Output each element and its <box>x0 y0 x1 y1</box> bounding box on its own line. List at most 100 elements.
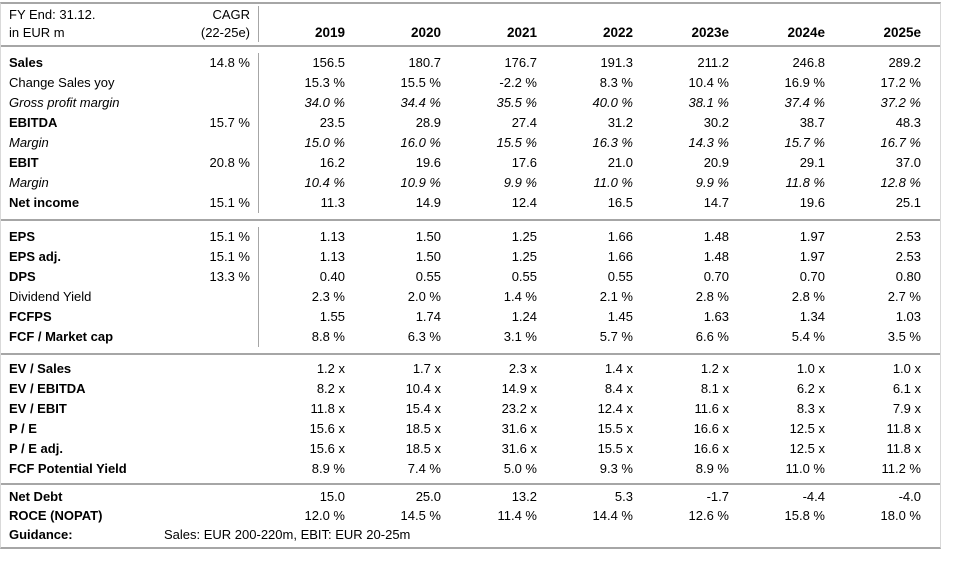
value-cell: 11.8 x <box>886 441 921 456</box>
value-cell: 156.5 <box>312 55 345 70</box>
value-cell: 12.5 x <box>789 421 825 436</box>
table-section-3: EV / Sales 1.2 x 1.7 x 2.3 x 1.4 x 1.2 x 1.0 x… <box>1 353 940 483</box>
cagr-value: 15.7 % <box>151 113 259 133</box>
value-cell: 16.6 x <box>693 441 729 456</box>
cagr-value <box>151 459 259 479</box>
value-cell: 8.2 x <box>316 381 345 396</box>
value-cell: 246.8 <box>792 55 825 70</box>
year-header: 2025e <box>883 25 921 40</box>
value-cell: 1.2 x <box>700 361 729 376</box>
value-cell: 29.1 <box>799 155 825 170</box>
value-cell: 6.2 x <box>796 381 825 396</box>
value-cell: 1.13 <box>319 229 345 244</box>
table-section-1: Sales 14.8 % 156.5 180.7 176.7 191.3 211.2 246.… <box>1 47 940 219</box>
value-cell: 1.24 <box>511 309 537 324</box>
cagr-value <box>151 379 259 399</box>
value-cell: 10.9 % <box>400 175 441 190</box>
value-cell: 1.66 <box>607 249 633 264</box>
value-cell: 1.74 <box>415 309 441 324</box>
year-header: 2020 <box>410 25 441 40</box>
value-cell: 2.8 % <box>695 289 729 304</box>
value-cell: 28.9 <box>415 115 441 130</box>
value-cell: 9.3 % <box>599 461 633 476</box>
value-cell: 3.1 % <box>503 329 537 344</box>
value-cell: 1.50 <box>415 229 441 244</box>
value-cell: 6.1 x <box>892 381 921 396</box>
cagr-value: 15.1 % <box>151 193 259 213</box>
value-cell: 8.9 % <box>311 461 345 476</box>
cagr-value <box>151 419 259 439</box>
value-cell: 1.7 x <box>412 361 441 376</box>
value-cell: 0.70 <box>799 269 825 284</box>
header-title: FY End: 31.12. in EUR m <box>1 6 151 42</box>
row-label: EBITDA <box>9 115 58 130</box>
value-cell: 31.6 x <box>501 421 537 436</box>
value-cell: 0.70 <box>703 269 729 284</box>
row-label: EV / EBITDA <box>9 381 86 396</box>
value-cell: 211.2 <box>697 55 729 70</box>
value-cell: 191.3 <box>600 55 633 70</box>
cagr-value: 20.8 % <box>151 153 259 173</box>
value-cell: 2.53 <box>895 249 921 264</box>
value-cell: 1.13 <box>319 249 345 264</box>
value-cell: 1.0 x <box>796 361 825 376</box>
cagr-value <box>151 506 259 525</box>
value-cell: 8.1 x <box>700 381 729 396</box>
year-header: 2023e <box>691 25 729 40</box>
cagr-value: 13.3 % <box>151 267 259 287</box>
cagr-value <box>151 287 259 307</box>
value-cell: 19.6 <box>799 195 825 210</box>
table-row: Margin 10.4 % 10.9 % 9.9 % 11.0 % 9.9 % 11.8 %… <box>1 173 940 193</box>
value-cell: 12.4 x <box>597 401 633 416</box>
value-cell: 1.66 <box>607 229 633 244</box>
value-cell: 14.9 <box>415 195 441 210</box>
value-cell: 12.4 <box>511 195 537 210</box>
cagr-value <box>151 307 259 327</box>
value-cell: 12.5 x <box>789 441 825 456</box>
value-cell: 11.2 % <box>881 461 921 476</box>
value-cell: 0.55 <box>415 269 441 284</box>
row-label: FCFPS <box>9 309 52 324</box>
value-cell: 12.6 % <box>688 508 729 523</box>
value-cell: 1.25 <box>511 249 537 264</box>
table-row: FCF Potential Yield 8.9 % 7.4 % 5.0 % 9.3 % 8… <box>1 459 940 479</box>
value-cell: 18.0 % <box>880 508 921 523</box>
value-cell: 14.3 % <box>688 135 729 150</box>
value-cell: 10.4 % <box>304 175 345 190</box>
value-cell: 6.6 % <box>695 329 729 344</box>
value-cell: 23.5 <box>319 115 345 130</box>
cagr-value <box>151 487 259 506</box>
row-label: Net Debt <box>9 489 63 504</box>
table-row: ROCE (NOPAT) 12.0 % 14.5 % 11.4 % 14.4 % 12.6… <box>1 506 940 525</box>
value-cell: 25.0 <box>415 489 441 504</box>
value-cell: 15.8 % <box>784 508 825 523</box>
value-cell: 37.4 % <box>784 95 825 110</box>
table-section-4: Net Debt 15.0 25.0 13.2 5.3 -1.7 -4.4 -4.0 ROCE … <box>1 483 940 547</box>
cagr-value <box>151 439 259 459</box>
sections-host: Sales 14.8 % 156.5 180.7 176.7 191.3 211.2 246.… <box>1 47 940 547</box>
year-header: 2021 <box>506 25 537 40</box>
value-cell: 5.7 % <box>599 329 633 344</box>
value-cell: 48.3 <box>895 115 921 130</box>
value-cell: 8.4 x <box>604 381 633 396</box>
value-cell: 21.0 <box>607 155 633 170</box>
table-row: Margin 15.0 % 16.0 % 15.5 % 16.3 % 14.3 % 15.7… <box>1 133 940 153</box>
table-row: P / E adj. 15.6 x 18.5 x 31.6 x 15.5 x 16.6 x… <box>1 439 940 459</box>
cagr-value: 15.1 % <box>151 247 259 267</box>
value-cell: 15.7 % <box>784 135 825 150</box>
table-row: Dividend Yield 2.3 % 2.0 % 1.4 % 2.1 % 2.8 % 2… <box>1 287 940 307</box>
table-section-2: EPS 15.1 % 1.13 1.50 1.25 1.66 1.48 1.97 2.53 EPS… <box>1 219 940 353</box>
row-label: FCF Potential Yield <box>9 461 127 476</box>
cagr-value <box>151 327 259 347</box>
value-cell: 20.9 <box>703 155 729 170</box>
value-cell: 35.5 % <box>496 95 537 110</box>
value-cell: 3.5 % <box>887 329 921 344</box>
row-label: Sales <box>9 55 43 70</box>
value-cell: 18.5 x <box>405 421 441 436</box>
guidance-text: Sales: EUR 200-220m, EBIT: EUR 20-25m <box>164 527 411 542</box>
value-cell: 8.9 % <box>695 461 729 476</box>
row-label: P / E adj. <box>9 441 63 456</box>
table-row: Sales 14.8 % 156.5 180.7 176.7 191.3 211.2 246.… <box>1 53 940 73</box>
value-cell: 7.9 x <box>892 401 921 416</box>
value-cell: 1.50 <box>415 249 441 264</box>
